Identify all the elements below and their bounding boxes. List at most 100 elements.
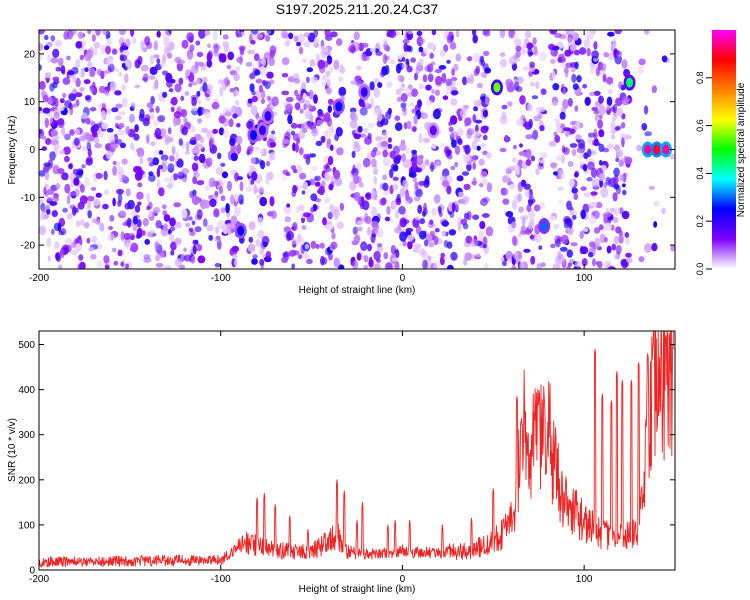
heatmap-cell <box>415 188 423 198</box>
heatmap-cell <box>87 30 92 35</box>
heatmap-cell <box>307 104 313 110</box>
heatmap-cell <box>116 161 120 169</box>
heatmap-cell <box>208 177 216 188</box>
heatmap-cell <box>612 192 618 202</box>
heatmap-cell <box>540 262 546 268</box>
heatmap-cell <box>386 81 393 88</box>
heatmap-cell <box>538 51 547 62</box>
heatmap-cell <box>653 200 660 207</box>
heatmap-cell <box>294 89 299 97</box>
heatmap-cell <box>181 208 188 219</box>
heatmap-cell <box>418 248 426 256</box>
heatmap-cell <box>526 103 533 112</box>
heatmap-cell <box>120 54 128 62</box>
heatmap-cell <box>247 49 255 55</box>
heatmap-cell <box>405 192 410 202</box>
heatmap-cell <box>410 57 416 63</box>
heatmap-cell <box>271 96 279 107</box>
heatmap-cell <box>262 241 268 248</box>
heatmap-cell <box>599 63 607 71</box>
heatmap-cell <box>315 140 323 147</box>
heatmap-cell <box>590 150 597 156</box>
heatmap-cell <box>107 63 115 73</box>
heatmap-cell <box>196 51 204 58</box>
heatmap-cell <box>472 214 480 220</box>
heatmap-cell <box>176 61 184 72</box>
x-tick-label: 0 <box>400 574 406 585</box>
heatmap-cell <box>298 254 303 260</box>
heatmap-cell <box>173 202 181 208</box>
heatmap-cell <box>148 174 156 182</box>
heatmap-cell <box>482 244 487 249</box>
heatmap-cell <box>224 111 232 117</box>
heatmap-cell <box>91 235 98 244</box>
heatmap-cell <box>528 194 534 200</box>
heatmap-cell <box>113 260 119 266</box>
heatmap-cell <box>409 102 414 107</box>
heatmap-cell <box>190 255 195 265</box>
heatmap-cell <box>53 143 60 150</box>
heatmap-cell <box>507 258 513 264</box>
heatmap-cell <box>590 64 596 75</box>
heatmap-cell <box>328 67 333 73</box>
heatmap-cell <box>604 236 608 243</box>
heatmap-cell <box>352 226 358 235</box>
heatmap-cell <box>324 197 331 204</box>
heatmap-cell <box>109 214 115 222</box>
heatmap-hotspot <box>662 144 670 155</box>
heatmap-cell <box>563 221 570 229</box>
heatmap-cell <box>258 65 266 76</box>
heatmap-cell <box>174 221 182 229</box>
heatmap-cell <box>377 112 383 122</box>
heatmap-cell <box>169 155 175 162</box>
heatmap-cell <box>450 165 456 171</box>
heatmap-cell <box>349 119 358 129</box>
heatmap-cell <box>336 38 343 46</box>
heatmap-cell <box>77 31 84 40</box>
heatmap-cell <box>530 255 536 265</box>
heatmap-cell <box>44 72 52 79</box>
heatmap-cell <box>597 119 603 129</box>
snr-y-axis-label: SNR (10 * v/v) <box>7 418 18 482</box>
heatmap-cell <box>572 214 577 220</box>
heatmap-cell <box>61 126 66 136</box>
heatmap-cell <box>554 134 561 143</box>
heatmap-cell <box>142 73 149 83</box>
heatmap-cell <box>63 30 70 40</box>
heatmap-cell <box>589 241 596 248</box>
heatmap-cell <box>309 114 314 123</box>
heatmap-cell <box>287 114 293 125</box>
heatmap-cell <box>184 150 191 155</box>
heatmap-cell <box>301 190 306 195</box>
heatmap-cell <box>188 216 193 221</box>
heatmap-cell <box>401 219 410 225</box>
heatmap-cell <box>382 174 387 181</box>
heatmap-cell <box>75 58 81 69</box>
heatmap-cell <box>406 234 415 241</box>
heatmap-cell <box>560 234 569 245</box>
heatmap-cell <box>611 134 616 140</box>
heatmap-cell <box>249 83 255 92</box>
heatmap-cell <box>470 239 479 247</box>
heatmap-cell <box>117 129 125 136</box>
heatmap-cell <box>481 213 490 218</box>
heatmap-cell <box>588 215 596 225</box>
heatmap-cell <box>212 128 218 135</box>
heatmap-cell <box>472 53 481 63</box>
heatmap-cell <box>610 130 616 134</box>
heatmap-cell <box>574 134 583 140</box>
heatmap-cell <box>170 79 176 84</box>
heatmap-cell <box>454 161 459 168</box>
heatmap-cell <box>129 113 135 123</box>
heatmap-cell <box>385 262 393 269</box>
heatmap-cell <box>420 112 429 120</box>
heatmap-cell <box>389 168 394 179</box>
heatmap-cell <box>411 157 418 168</box>
heatmap-cell <box>202 76 208 84</box>
heatmap-cell <box>326 167 333 172</box>
heatmap-cell <box>615 244 622 255</box>
heatmap-cell <box>310 193 318 202</box>
heatmap-cell <box>565 62 574 68</box>
heatmap-cell <box>247 98 253 104</box>
heatmap-cell <box>395 88 402 95</box>
